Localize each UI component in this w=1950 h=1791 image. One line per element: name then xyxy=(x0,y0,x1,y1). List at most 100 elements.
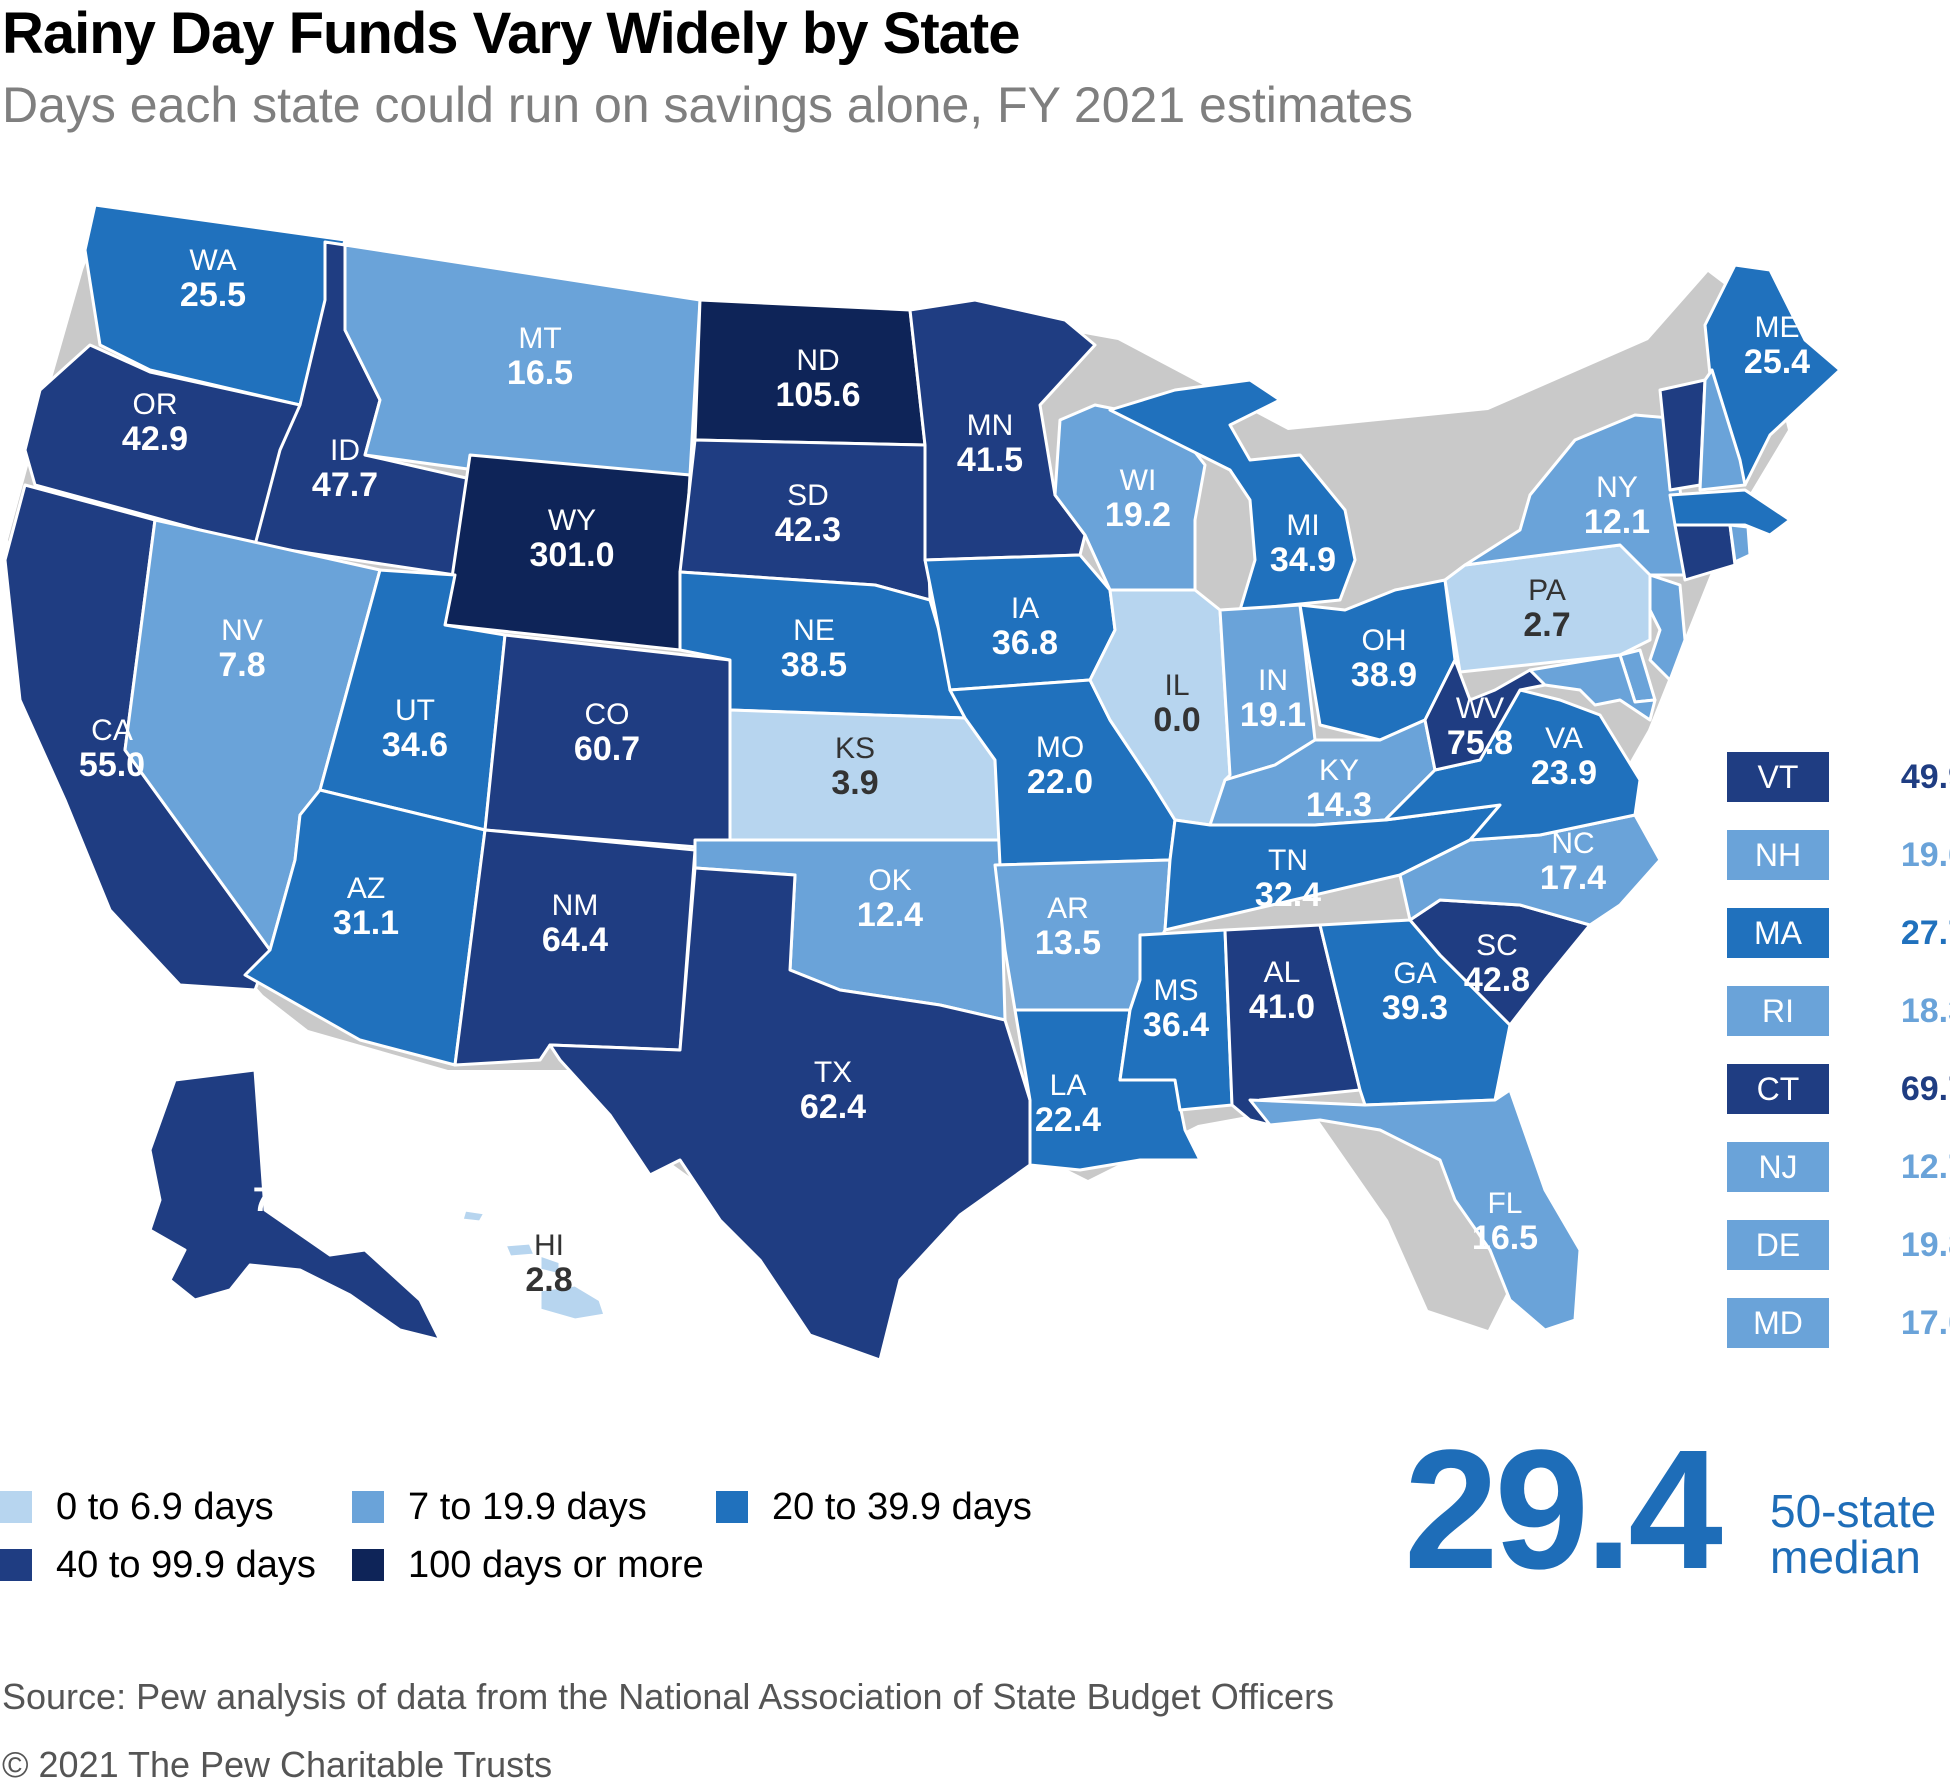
state-label-va: VA xyxy=(1545,722,1583,755)
legend-label-0: 0 to 6.9 days xyxy=(56,1485,274,1528)
state-value-ak: 73.4 xyxy=(253,1181,319,1219)
state-label-oh: OH xyxy=(1362,624,1407,657)
legend-item-3: 40 to 99.9 days xyxy=(0,1540,316,1590)
legend-label-3: 40 to 99.9 days xyxy=(56,1543,316,1586)
state-label-sd: SD xyxy=(787,479,829,512)
median-label-line1: 50-state xyxy=(1770,1485,1937,1537)
side-row-ri: RI 18.3 xyxy=(1727,986,1950,1036)
side-value-nh: 19.6 xyxy=(1900,836,1950,874)
state-value-id: 47.7 xyxy=(312,466,378,504)
legend-swatch-2 xyxy=(716,1491,748,1523)
state-HI xyxy=(460,1208,607,1322)
state-value-ut: 34.6 xyxy=(382,726,448,764)
state-value-nc: 17.4 xyxy=(1540,859,1606,897)
state-label-ms: MS xyxy=(1154,974,1199,1007)
state-value-il: 0.0 xyxy=(1153,701,1200,739)
side-row-nj: NJ 12.7 xyxy=(1727,1142,1950,1192)
state-label-ga: GA xyxy=(1393,957,1436,990)
state-value-wy: 301.0 xyxy=(529,536,614,574)
side-value-ma: 27.7 xyxy=(1900,914,1950,952)
state-value-hi: 2.8 xyxy=(525,1261,572,1299)
chart-subtitle: Days each state could run on savings alo… xyxy=(2,77,1414,133)
state-label-ks: KS xyxy=(835,732,875,765)
state-CT xyxy=(1673,523,1737,582)
state-value-al: 41.0 xyxy=(1249,988,1315,1026)
state-label-nm: NM xyxy=(552,889,599,922)
legend-swatch-0 xyxy=(0,1491,32,1523)
state-label-ia: IA xyxy=(1011,592,1039,625)
median-label-line2: median xyxy=(1770,1531,1921,1583)
side-row-nh: NH 19.6 xyxy=(1727,830,1950,880)
state-value-nd: 105.6 xyxy=(775,376,860,414)
state-value-ga: 39.3 xyxy=(1382,989,1448,1027)
state-value-va: 23.9 xyxy=(1531,754,1597,792)
state-WA xyxy=(83,203,347,407)
state-value-oh: 38.9 xyxy=(1351,656,1417,694)
state-label-la: LA xyxy=(1050,1069,1087,1102)
state-MI xyxy=(1108,378,1357,612)
legend-label-1: 7 to 19.9 days xyxy=(408,1485,647,1528)
state-value-nv: 7.8 xyxy=(218,646,265,684)
legend-item-2: 20 to 39.9 days xyxy=(716,1482,1032,1532)
state-value-co: 60.7 xyxy=(574,730,640,768)
state-label-mn: MN xyxy=(967,409,1014,442)
state-value-wa: 25.5 xyxy=(180,276,246,314)
legend-item-4: 100 days or more xyxy=(352,1540,704,1590)
state-label-or: OR xyxy=(133,388,178,421)
side-value-vt: 49.9 xyxy=(1900,758,1950,796)
state-label-co: CO xyxy=(585,698,630,731)
side-value-ri: 18.3 xyxy=(1900,992,1950,1030)
state-label-fl: FL xyxy=(1487,1187,1522,1220)
state-label-pa: PA xyxy=(1528,574,1566,607)
state-value-mi: 34.9 xyxy=(1270,541,1336,579)
state-value-sc: 42.8 xyxy=(1464,961,1530,999)
side-value-de: 19.8 xyxy=(1900,1226,1950,1264)
state-value-in: 19.1 xyxy=(1240,696,1306,734)
state-label-in: IN xyxy=(1258,664,1288,697)
state-label-nc: NC xyxy=(1551,827,1594,860)
legend-label-4: 100 days or more xyxy=(408,1543,704,1586)
side-row-md: MD 17.0 xyxy=(1727,1298,1950,1348)
side-state-ct: CT xyxy=(1727,1064,1829,1114)
side-state-ma: MA xyxy=(1727,908,1829,958)
side-value-ct: 69.7 xyxy=(1900,1070,1950,1108)
state-NH xyxy=(1698,368,1747,492)
state-label-ky: KY xyxy=(1319,754,1359,787)
state-FL xyxy=(1248,1088,1582,1332)
legend-swatch-4 xyxy=(352,1549,384,1581)
state-label-al: AL xyxy=(1264,956,1301,989)
us-choropleth-map: WA25.5OR42.9CA55.0ID47.7NV7.8MT16.5WY301… xyxy=(3,203,1842,1360)
side-state-nh: NH xyxy=(1727,830,1829,880)
source-note: Source: Pew analysis of data from the Na… xyxy=(2,1676,1335,1717)
state-value-mn: 41.5 xyxy=(957,441,1023,479)
state-label-tx: TX xyxy=(814,1056,852,1089)
state-label-id: ID xyxy=(330,434,360,467)
median-value: 29.4 xyxy=(1404,1415,1723,1605)
side-state-nj: NJ xyxy=(1727,1142,1829,1192)
state-value-pa: 2.7 xyxy=(1523,606,1570,644)
state-value-ky: 14.3 xyxy=(1306,786,1372,824)
state-label-ak: AK xyxy=(266,1149,306,1182)
state-label-tn: TN xyxy=(1268,844,1308,877)
side-value-nj: 12.7 xyxy=(1900,1148,1950,1186)
state-label-wy: WY xyxy=(548,504,596,537)
state-value-wv: 75.8 xyxy=(1447,724,1513,762)
side-state-vt: VT xyxy=(1727,752,1829,802)
legend-item-0: 0 to 6.9 days xyxy=(0,1482,274,1532)
state-label-mt: MT xyxy=(518,322,561,355)
side-value-md: 17.0 xyxy=(1900,1304,1950,1342)
state-value-tx: 62.4 xyxy=(800,1088,866,1126)
side-row-ct: CT 69.7 xyxy=(1727,1064,1950,1114)
state-label-ar: AR xyxy=(1047,892,1089,925)
state-label-ut: UT xyxy=(395,694,435,727)
state-NJ xyxy=(1648,573,1687,682)
state-value-sd: 42.3 xyxy=(775,511,841,549)
state-label-ny: NY xyxy=(1596,471,1638,504)
state-value-fl: 16.5 xyxy=(1472,1219,1538,1257)
state-value-wi: 19.2 xyxy=(1105,496,1171,534)
state-value-tn: 32.4 xyxy=(1255,876,1321,914)
state-value-ca: 55.0 xyxy=(79,746,145,784)
legend-item-1: 7 to 19.9 days xyxy=(352,1482,647,1532)
state-label-nd: ND xyxy=(796,344,839,377)
state-label-me: ME xyxy=(1755,311,1800,344)
